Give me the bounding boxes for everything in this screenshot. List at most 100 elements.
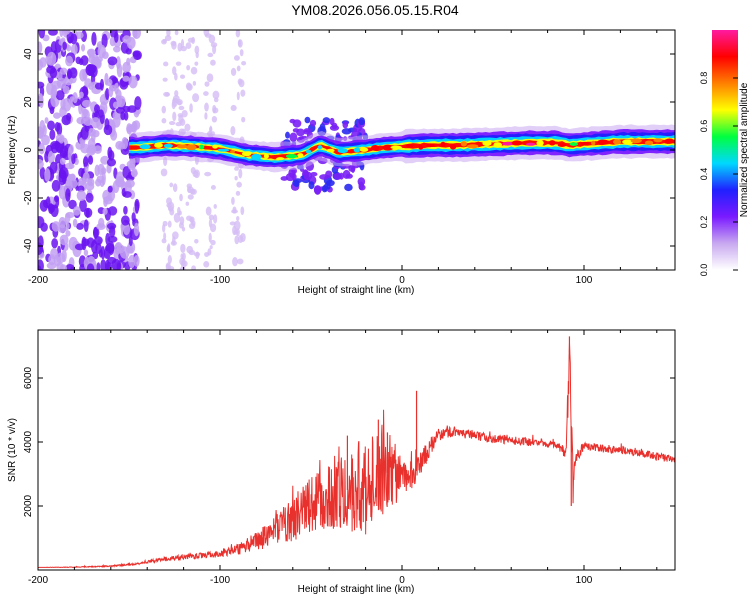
cluster-blob	[309, 119, 317, 127]
noise-blob	[238, 79, 245, 88]
noise-blob	[127, 105, 137, 113]
x-tick-label: 100	[576, 275, 593, 286]
cluster-blob	[342, 121, 349, 129]
ridge-spot	[653, 138, 663, 143]
cluster-blob	[313, 185, 322, 195]
noise-blob	[209, 126, 213, 132]
ridge-spot	[297, 153, 304, 159]
noise-blob	[134, 200, 139, 214]
noise-blob	[87, 138, 96, 150]
ridge-spot	[250, 153, 262, 160]
snr-xlabel: Height of straight line (km)	[298, 584, 415, 595]
noise-blob	[66, 68, 72, 80]
noise-blob	[70, 43, 78, 56]
noise-blob	[83, 207, 93, 218]
noise-blob	[112, 116, 121, 128]
noise-blob	[162, 77, 168, 82]
ridge-spot	[622, 139, 634, 145]
noise-blob	[114, 31, 119, 43]
noise-blob	[105, 88, 110, 100]
noise-blob	[38, 143, 45, 155]
noise-blob	[59, 106, 67, 118]
ridge-spot	[359, 147, 369, 152]
noise-blob	[88, 82, 94, 90]
ridge-spot	[460, 141, 467, 147]
noise-blob	[181, 109, 188, 118]
colorbar: 0.0 0.2 0.4 0.6 0.8 Normalized spectral ampl…	[699, 30, 750, 276]
noise-blob	[94, 82, 103, 90]
cluster-blob	[321, 185, 328, 193]
noise-blob	[232, 257, 238, 267]
noise-blob	[64, 162, 75, 170]
noise-blob	[38, 158, 44, 170]
noise-blob	[87, 155, 94, 165]
noise-blob	[71, 153, 76, 165]
noise-blob	[233, 55, 240, 61]
y-tick-label: -40	[23, 238, 34, 253]
noise-blob	[181, 226, 186, 232]
noise-blob	[80, 126, 89, 140]
cluster-blob	[303, 171, 313, 181]
noise-blob	[207, 52, 214, 58]
cluster-blob	[289, 132, 298, 142]
noise-blob	[178, 105, 185, 111]
noise-blob	[53, 195, 60, 203]
noise-blob	[190, 167, 196, 175]
noise-blob	[191, 265, 196, 270]
noise-blob	[238, 235, 244, 244]
ridge-spot	[241, 151, 252, 157]
noise-blob	[179, 193, 183, 202]
noise-blob	[65, 188, 71, 202]
noise-blob	[186, 215, 193, 221]
noise-blob	[167, 243, 171, 253]
noise-blob	[56, 122, 63, 136]
noise-blob	[97, 44, 106, 59]
noise-blob	[235, 30, 241, 38]
noise-blob	[167, 255, 172, 264]
noise-blob	[213, 214, 218, 224]
noise-blob	[108, 84, 114, 98]
noise-blob	[126, 125, 133, 133]
snr-plot-area	[38, 336, 675, 569]
ridge-spot	[525, 142, 536, 146]
noise-blob	[90, 239, 98, 254]
x-tick-label: -200	[28, 575, 48, 586]
noise-blob	[116, 244, 125, 254]
noise-blob	[111, 258, 122, 270]
noise-blob	[61, 171, 67, 185]
noise-blob	[121, 136, 129, 150]
noise-blob	[187, 37, 195, 43]
noise-blob	[210, 239, 216, 246]
figure-title: YM08.2026.056.05.15.R04	[291, 2, 459, 18]
noise-blob	[190, 66, 198, 75]
noise-blob	[208, 218, 213, 228]
noise-blob	[232, 206, 237, 214]
noise-blob	[161, 238, 167, 244]
noise-blob	[85, 192, 94, 203]
ridge-spot	[382, 144, 394, 151]
noise-blob	[203, 30, 210, 37]
x-tick-label: 0	[399, 575, 405, 586]
ridge-spot	[353, 147, 361, 153]
colorbar-tick-label: 0.0	[699, 264, 709, 277]
cluster-blob	[304, 116, 311, 124]
ridge-spot	[390, 145, 402, 150]
colorbar-tick-label: 0.2	[699, 216, 709, 229]
noise-blob	[72, 92, 78, 104]
noise-blob	[164, 92, 170, 97]
ridge-spot	[186, 144, 197, 151]
noise-blob	[236, 91, 240, 101]
noise-blob	[204, 81, 210, 87]
noise-blob	[161, 105, 167, 114]
ridge-spot	[370, 145, 380, 151]
noise-blob	[213, 97, 219, 103]
noise-blob	[204, 102, 209, 112]
noise-blob	[49, 161, 58, 174]
noise-blob	[106, 158, 117, 167]
cluster-blob	[339, 172, 344, 180]
ridge-spot	[664, 138, 675, 144]
noise-blob	[78, 167, 85, 178]
noise-blob	[55, 90, 65, 101]
